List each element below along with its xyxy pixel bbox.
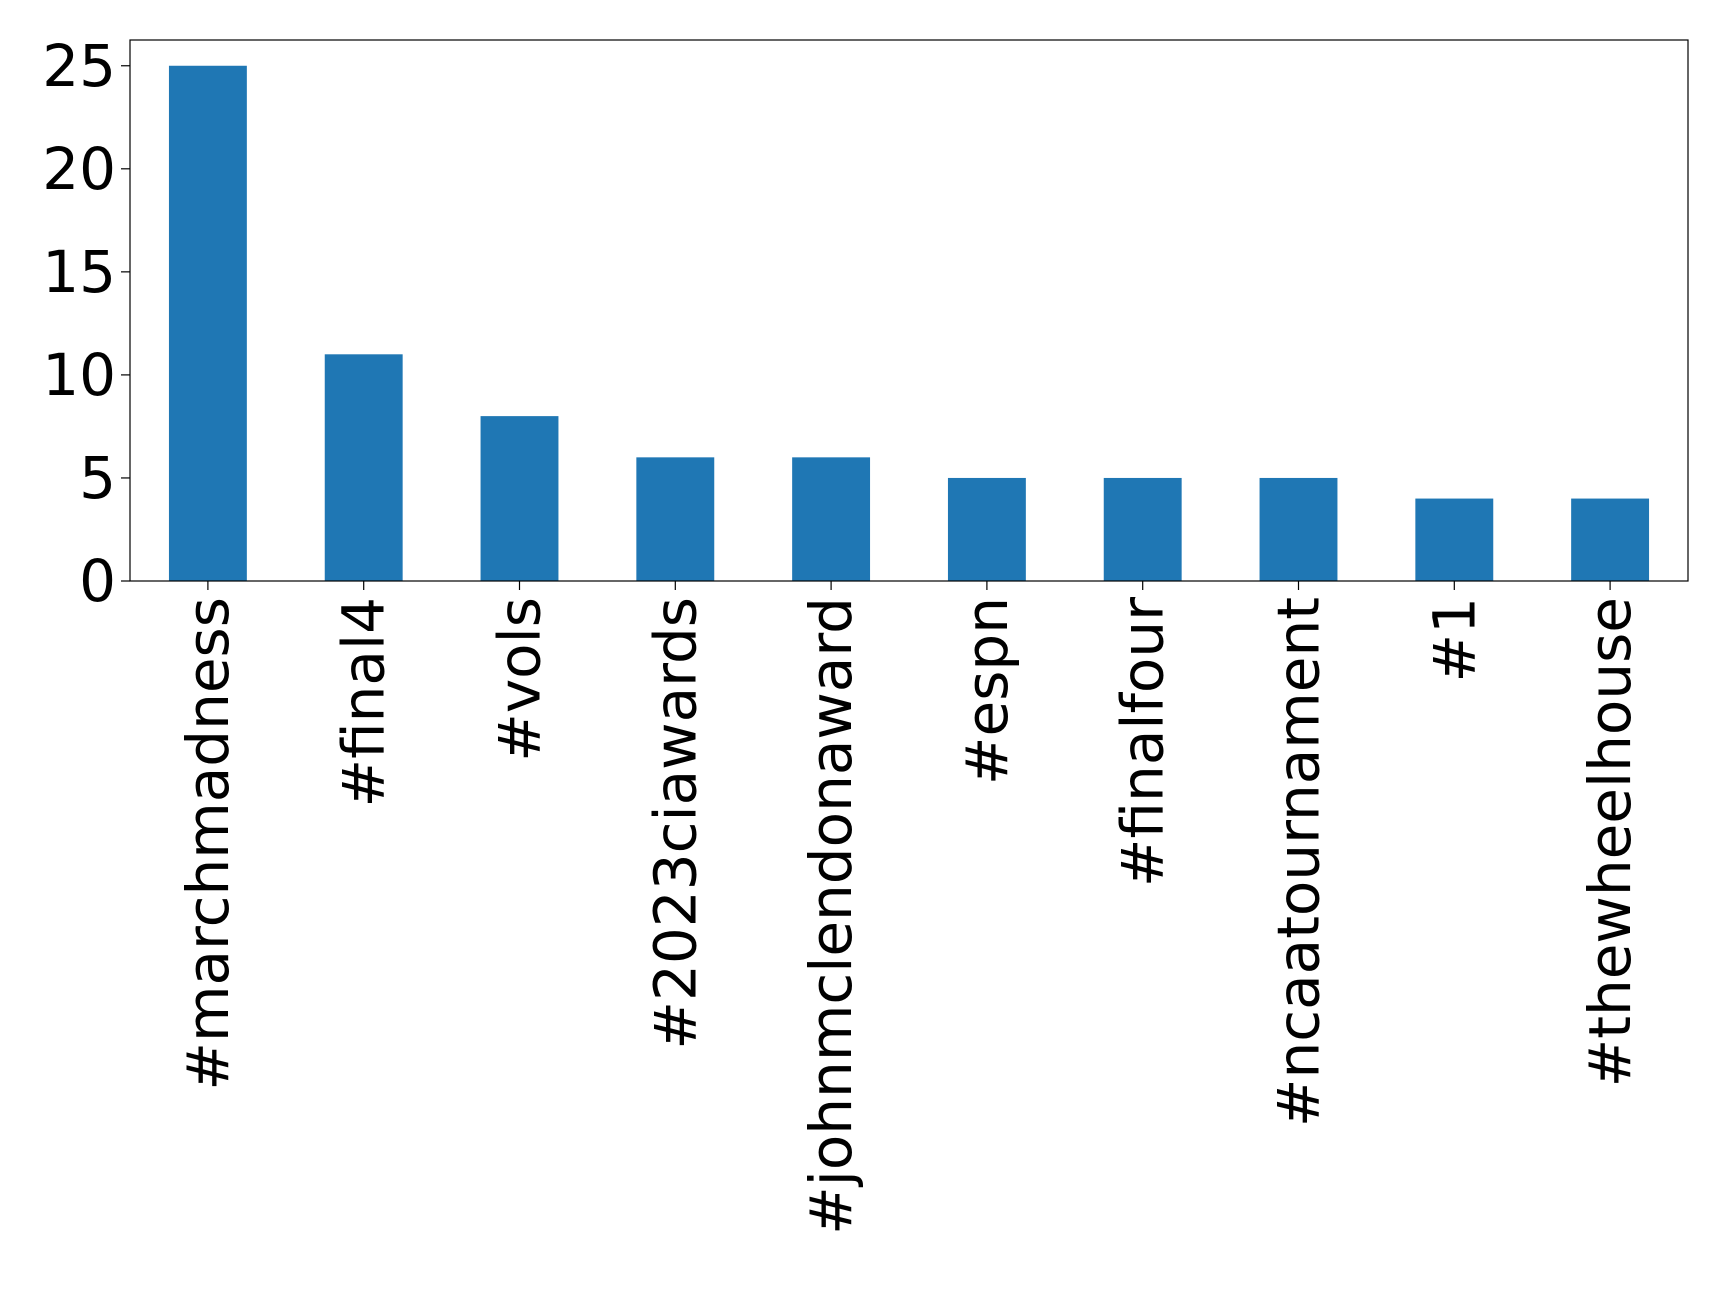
bar-5 [947, 477, 1026, 581]
y-tick-label-3: 15 [42, 238, 116, 306]
plot-frame [129, 39, 1689, 582]
bar-9 [1571, 498, 1650, 581]
x-tick-label-8: #1 [1420, 597, 1488, 683]
x-tick-label-7: #ncaatournament [1265, 597, 1333, 1127]
x-ticks-group: #marchmadness #final4 #vols #2023ciawards #j… [174, 581, 1644, 1235]
y-tick-label-2: 10 [42, 341, 116, 409]
x-tick-label-0: #marchmadness [174, 597, 242, 1091]
bar-6 [1103, 477, 1182, 581]
x-tick-label-9: #thewheelhouse [1576, 597, 1644, 1087]
bar-4 [792, 457, 871, 581]
bar-0 [168, 65, 247, 581]
bar-3 [636, 457, 715, 581]
bar-2 [480, 416, 559, 581]
y-ticks-group: 0 5 10 15 20 25 [42, 32, 130, 615]
y-tick-label-4: 20 [42, 135, 116, 203]
y-tick-label-0: 0 [79, 547, 116, 615]
y-tick-label-5: 25 [42, 32, 116, 100]
x-tick-label-3: #2023ciawards [641, 597, 709, 1050]
bar-7 [1259, 477, 1338, 581]
bar-1 [324, 354, 403, 581]
bars-group [168, 65, 1650, 581]
x-tick-label-2: #vols [486, 597, 554, 762]
y-tick-label-1: 5 [79, 444, 116, 512]
bar-8 [1415, 498, 1494, 581]
x-tick-label-4: #johnmclendonaward [797, 597, 865, 1235]
x-tick-label-6: #finalfour [1109, 597, 1177, 887]
x-tick-label-5: #espn [953, 597, 1021, 785]
x-tick-label-1: #final4 [330, 597, 398, 807]
axes-group [129, 39, 1689, 582]
